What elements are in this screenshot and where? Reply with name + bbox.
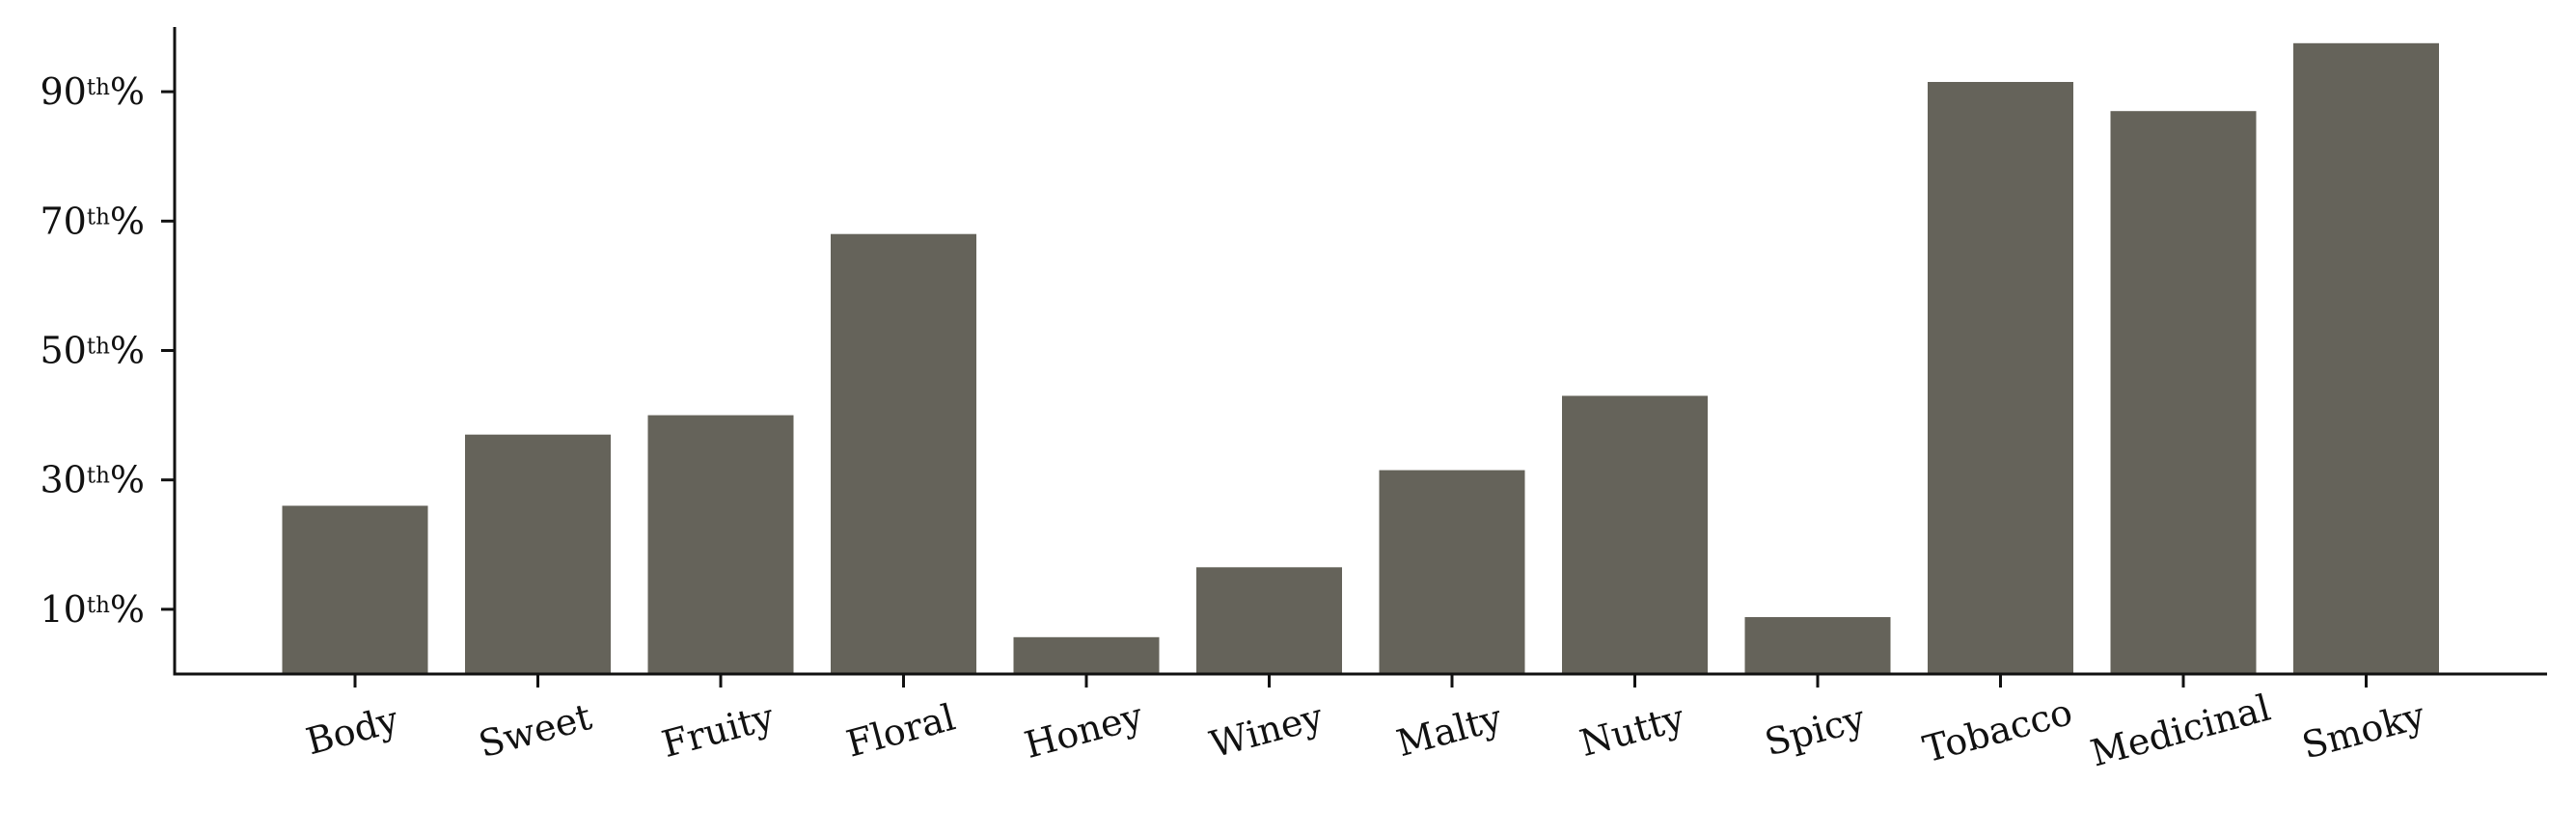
bar-medicinal [2110, 111, 2257, 674]
bar-fruity [647, 415, 794, 674]
x-tick-label: Sweet [475, 695, 596, 766]
bar-honey [1013, 636, 1160, 674]
bar-floral [831, 233, 976, 674]
x-tick-label: Nutty [1576, 696, 1689, 765]
x-tick-label: Winey [1205, 695, 1328, 766]
y-tick-label: 10th% [40, 588, 145, 631]
x-tick-label: Fruity [657, 695, 779, 766]
x-tick-label: Smoky [2297, 693, 2429, 767]
x-tick-label: Tobacco [1919, 690, 2077, 770]
bar-smoky [2293, 42, 2439, 675]
x-tick-label: Body [302, 698, 403, 764]
y-tick-label: 50th% [40, 330, 145, 372]
bar-malty [1379, 470, 1525, 674]
y-tick-label: 70th% [40, 200, 145, 242]
bar-spicy [1744, 617, 1891, 674]
x-tick-label: Honey [1020, 694, 1147, 767]
bar-nutty [1562, 395, 1708, 674]
x-tick-label: Floral [842, 696, 960, 766]
bar-sweet [465, 434, 611, 674]
y-axis: 10th% 30th% 50th% 70th% 90th% [40, 27, 177, 676]
x-tick-label: Medicinal [2086, 687, 2274, 775]
bar-body [282, 505, 428, 674]
x-axis: Body Sweet Fruity Floral Honey Winey Malty Nutt… [173, 672, 2547, 775]
bars-group [282, 42, 2439, 675]
bar-winey [1196, 567, 1342, 674]
y-tick-label: 90th% [40, 70, 145, 113]
y-tick-label: 30th% [40, 459, 145, 501]
bar-tobacco [1928, 82, 2073, 674]
x-tick-label: Spicy [1761, 697, 1871, 765]
x-tick-label: Malty [1392, 696, 1507, 765]
